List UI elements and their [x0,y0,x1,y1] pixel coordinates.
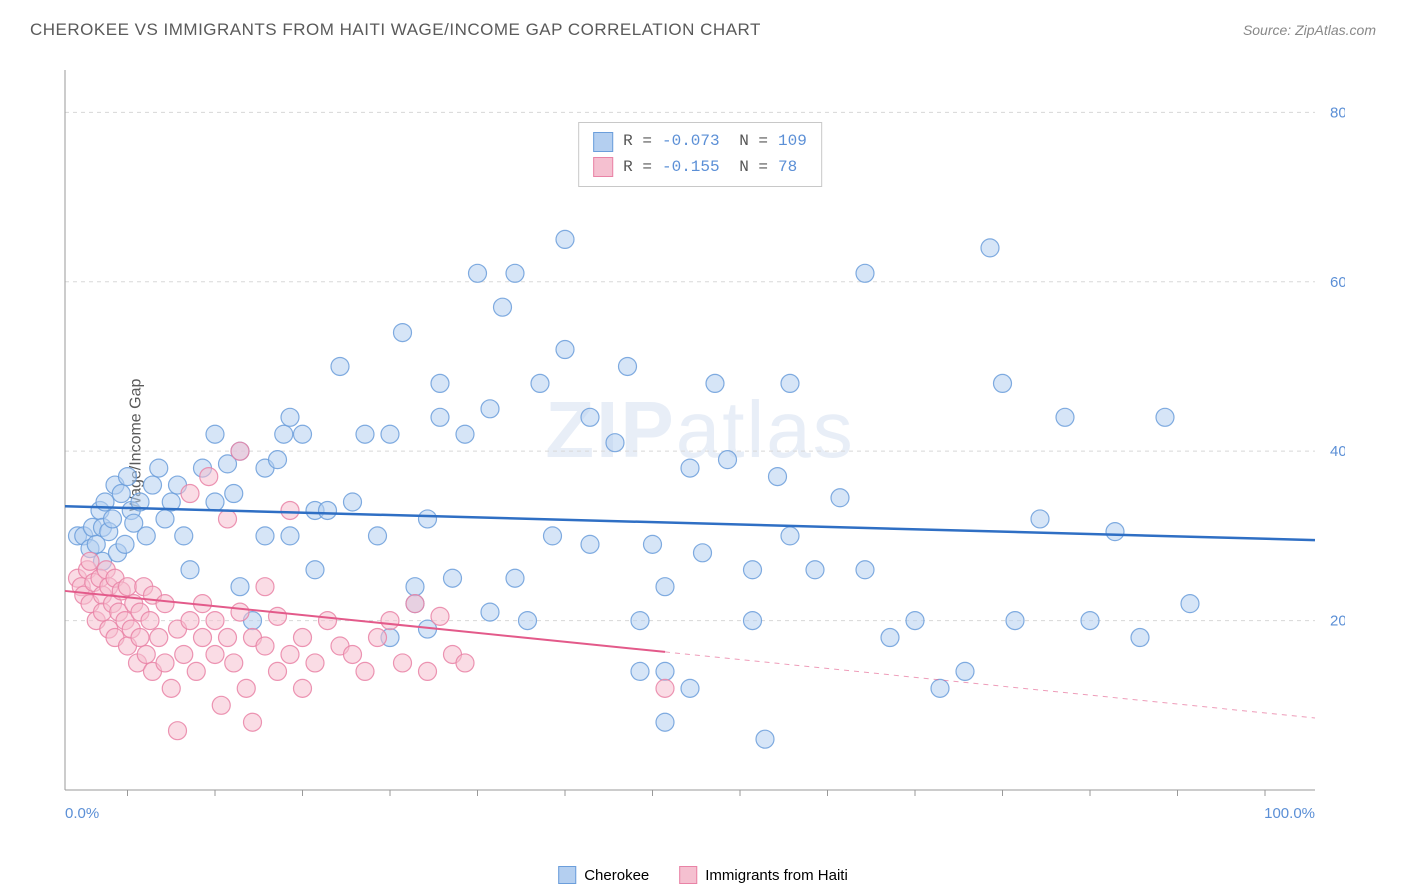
n-value-cherokee: 109 [778,129,807,155]
r-label: R = [623,129,652,155]
legend-swatch-cherokee [558,866,576,884]
svg-text:100.0%: 100.0% [1264,805,1315,822]
header: CHEROKEE VS IMMIGRANTS FROM HAITI WAGE/I… [0,0,1406,50]
svg-text:40.0%: 40.0% [1330,443,1345,460]
source-label: Source: ZipAtlas.com [1243,22,1376,38]
svg-text:80.0%: 80.0% [1330,104,1345,121]
n-label: N = [730,129,768,155]
r-label: R = [623,155,652,181]
correlation-box: R = -0.073 N = 109 R = -0.155 N = 78 [578,122,822,187]
svg-text:20.0%: 20.0% [1330,613,1345,630]
n-value-haiti: 78 [778,155,797,181]
legend-item-cherokee: Cherokee [558,866,649,884]
chart-area: Wage/Income Gap ZIPatlas R = -0.073 N = … [55,60,1345,830]
chart-title: CHEROKEE VS IMMIGRANTS FROM HAITI WAGE/I… [30,20,761,40]
legend-swatch-haiti [679,866,697,884]
legend-swatch-haiti [593,157,613,177]
svg-text:0.0%: 0.0% [65,805,99,822]
legend-swatch-cherokee [593,132,613,152]
n-label: N = [730,155,768,181]
legend-bottom: Cherokee Immigrants from Haiti [558,866,848,884]
legend-item-haiti: Immigrants from Haiti [679,866,848,884]
legend-label-cherokee: Cherokee [584,867,649,884]
svg-text:60.0%: 60.0% [1330,274,1345,291]
legend-label-haiti: Immigrants from Haiti [705,867,848,884]
r-value-haiti: -0.155 [662,155,720,181]
correlation-row-1: R = -0.073 N = 109 [593,129,807,155]
correlation-row-2: R = -0.155 N = 78 [593,155,807,181]
r-value-cherokee: -0.073 [662,129,720,155]
